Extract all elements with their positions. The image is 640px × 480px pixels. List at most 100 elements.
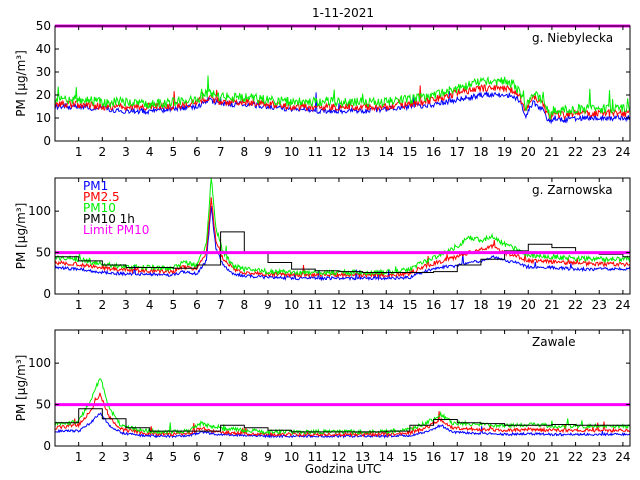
x-tick-label: 12 (331, 450, 346, 464)
station-label: g. Zarnowska (532, 183, 613, 197)
x-tick-label: 1 (75, 450, 83, 464)
x-tick-label: 4 (146, 298, 154, 312)
x-tick-label: 15 (402, 145, 417, 159)
x-tick-label: 18 (473, 298, 488, 312)
x-tick-label: 24 (615, 145, 630, 159)
x-tick-label: 9 (264, 450, 272, 464)
station-label: Zawale (532, 335, 575, 349)
x-tick-label: 11 (308, 145, 323, 159)
x-tick-label: 4 (146, 145, 154, 159)
panel-data-layer (55, 378, 630, 439)
panel-data-layer (55, 75, 630, 125)
y-axis-label: PM [μg/m³] (14, 50, 28, 117)
series-line-pm10-1h (55, 408, 630, 433)
x-tick-label: 3 (122, 298, 130, 312)
y-axis-label: PM [μg/m³] (14, 355, 28, 422)
x-tick-label: 5 (169, 145, 177, 159)
x-tick-label: 17 (450, 450, 465, 464)
x-tick-label: 6 (193, 145, 201, 159)
x-tick-label: 21 (544, 145, 559, 159)
x-tick-label: 16 (426, 450, 441, 464)
x-tick-label: 20 (521, 145, 536, 159)
x-tick-label: 11 (308, 450, 323, 464)
x-tick-label: 12 (331, 298, 346, 312)
x-tick-label: 1 (75, 298, 83, 312)
x-tick-label: 22 (568, 450, 583, 464)
x-tick-label: 7 (217, 450, 225, 464)
x-tick-label: 9 (264, 145, 272, 159)
x-tick-label: 3 (122, 450, 130, 464)
series-line-pm10-1h (55, 231, 630, 273)
axes-frame (54, 329, 631, 447)
x-tick-label: 21 (544, 298, 559, 312)
series-line-pm25 (55, 197, 630, 279)
x-tick-label: 6 (193, 298, 201, 312)
x-tick-label: 23 (592, 145, 607, 159)
y-tick-label: 50 (36, 398, 51, 412)
x-tick-label: 14 (379, 450, 394, 464)
x-tick-label: 24 (615, 298, 630, 312)
series-line-pm10 (55, 75, 630, 121)
axes-frame (54, 177, 631, 295)
series-line-pm1 (55, 206, 630, 282)
x-tick-label: 16 (426, 145, 441, 159)
x-tick-label: 24 (615, 450, 630, 464)
x-tick-label: 15 (402, 298, 417, 312)
y-tick-label: 0 (43, 134, 51, 148)
y-tick-label: 100 (28, 356, 51, 370)
x-tick-label: 4 (146, 450, 154, 464)
x-tick-label: 2 (99, 298, 107, 312)
x-tick-label: 23 (592, 450, 607, 464)
x-tick-label: 12 (331, 145, 346, 159)
x-tick-label: 13 (355, 450, 370, 464)
x-tick-label: 18 (473, 450, 488, 464)
x-tick-label: 22 (568, 145, 583, 159)
x-tick-label: 2 (99, 145, 107, 159)
x-tick-label: 23 (592, 298, 607, 312)
x-tick-label: 3 (122, 145, 130, 159)
y-tick-label: 20 (36, 88, 51, 102)
x-tick-label: 16 (426, 298, 441, 312)
x-tick-label: 8 (240, 145, 248, 159)
chart-title: 1-11-2021 (312, 6, 374, 20)
x-tick-label: 7 (217, 298, 225, 312)
x-tick-label: 6 (193, 450, 201, 464)
x-tick-label: 11 (308, 298, 323, 312)
panel-data-layer (55, 178, 630, 282)
x-tick-label: 10 (284, 450, 299, 464)
x-tick-label: 2 (99, 450, 107, 464)
station-label: g. Niebylecka (532, 31, 613, 45)
x-tick-label: 19 (497, 450, 512, 464)
y-tick-label: 40 (36, 42, 51, 56)
y-tick-label: 50 (36, 19, 51, 33)
x-tick-label: 17 (450, 298, 465, 312)
y-tick-label: 0 (43, 287, 51, 301)
series-line-pm1 (55, 90, 630, 125)
x-tick-label: 10 (284, 298, 299, 312)
y-tick-label: 100 (28, 204, 51, 218)
x-axis-label: Godzina UTC (305, 462, 381, 476)
y-tick-label: 30 (36, 65, 51, 79)
axes-frame (54, 25, 631, 142)
x-tick-label: 9 (264, 298, 272, 312)
x-tick-label: 7 (217, 145, 225, 159)
legend-entry-pm10: PM10 (83, 201, 116, 215)
x-tick-label: 21 (544, 450, 559, 464)
y-axis-label: PM [μg/m³] (14, 203, 28, 270)
x-tick-label: 1 (75, 145, 83, 159)
x-tick-label: 8 (240, 450, 248, 464)
x-tick-label: 14 (379, 145, 394, 159)
x-tick-label: 19 (497, 145, 512, 159)
x-tick-label: 5 (169, 450, 177, 464)
x-tick-label: 20 (521, 450, 536, 464)
x-tick-label: 15 (402, 450, 417, 464)
x-tick-label: 10 (284, 145, 299, 159)
x-tick-label: 20 (521, 298, 536, 312)
x-tick-label: 19 (497, 298, 512, 312)
x-tick-label: 13 (355, 145, 370, 159)
x-tick-label: 8 (240, 298, 248, 312)
